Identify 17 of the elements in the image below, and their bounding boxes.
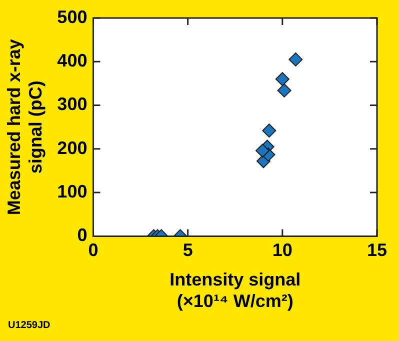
point xyxy=(288,52,303,66)
point xyxy=(275,72,290,86)
point xyxy=(277,83,292,98)
x-tick-label: 15 xyxy=(366,240,388,260)
y-tick-label: 0 xyxy=(77,225,88,246)
y-tick-label: 200 xyxy=(57,138,88,158)
y-tick-label: 100 xyxy=(57,182,88,202)
x-tick-label: 10 xyxy=(272,240,292,260)
point xyxy=(262,124,276,138)
text: U1259JD xyxy=(8,320,50,331)
x-axis-title: Intensity signal (×10¹⁴ W/cm²) xyxy=(170,270,301,312)
y-tick-label: 500 xyxy=(57,6,88,27)
y-tick-label: 300 xyxy=(57,94,88,114)
y-axis-title: Measured hard x-ray signal (pC) xyxy=(4,39,46,216)
x-tick-label: 5 xyxy=(182,240,193,260)
y-tick-label: 400 xyxy=(57,50,88,71)
point xyxy=(256,144,270,158)
